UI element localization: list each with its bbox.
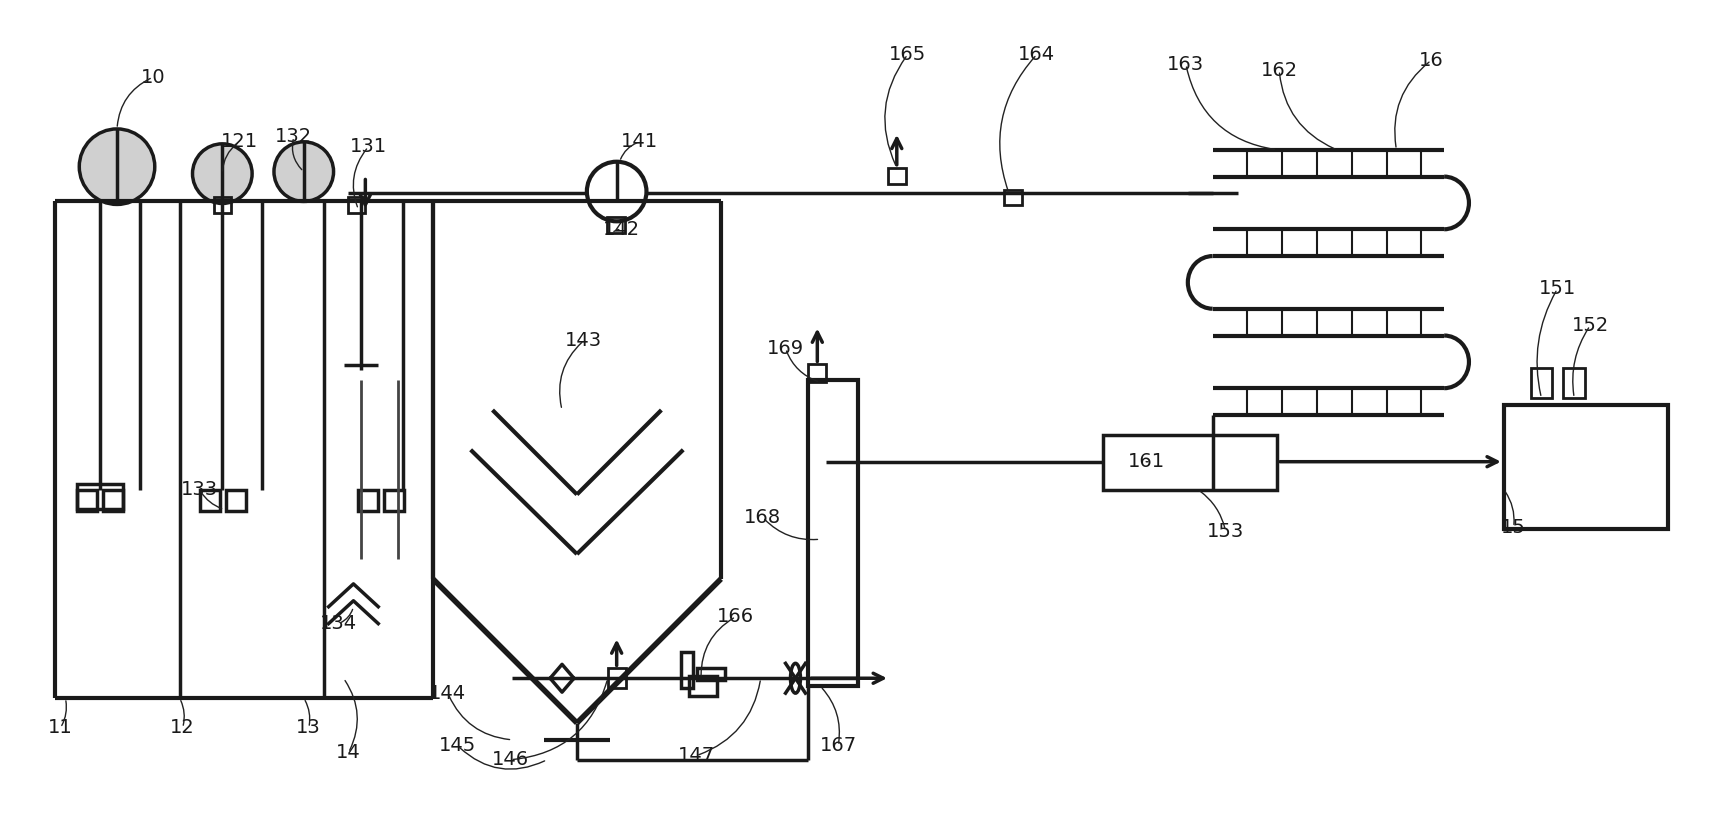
Bar bbox=[697, 668, 725, 681]
Bar bbox=[689, 676, 716, 696]
Bar bbox=[215, 198, 232, 214]
Bar bbox=[607, 668, 625, 688]
Bar bbox=[1503, 405, 1666, 530]
Text: 13: 13 bbox=[296, 718, 322, 737]
Bar bbox=[607, 218, 625, 234]
Bar bbox=[104, 490, 123, 511]
Text: 10: 10 bbox=[140, 68, 164, 87]
Text: 169: 169 bbox=[766, 339, 804, 358]
Bar bbox=[78, 484, 123, 510]
Text: 161: 161 bbox=[1126, 452, 1164, 471]
Text: 145: 145 bbox=[439, 736, 476, 756]
Text: 11: 11 bbox=[48, 718, 73, 737]
Bar bbox=[358, 490, 379, 511]
Bar bbox=[1562, 369, 1585, 398]
Text: 131: 131 bbox=[349, 138, 388, 156]
Bar bbox=[682, 652, 692, 688]
Bar bbox=[1003, 189, 1021, 205]
Text: 166: 166 bbox=[716, 607, 754, 626]
Text: 164: 164 bbox=[1017, 45, 1055, 64]
Text: 144: 144 bbox=[429, 684, 465, 703]
Circle shape bbox=[80, 129, 154, 204]
Text: 141: 141 bbox=[621, 133, 657, 151]
Text: 167: 167 bbox=[818, 736, 856, 756]
Text: 12: 12 bbox=[170, 718, 195, 737]
Bar bbox=[384, 490, 403, 511]
Text: 168: 168 bbox=[744, 508, 780, 527]
Bar bbox=[1529, 369, 1552, 398]
Text: 16: 16 bbox=[1419, 51, 1443, 70]
Text: 14: 14 bbox=[336, 743, 360, 762]
Bar bbox=[808, 380, 858, 686]
Bar bbox=[887, 168, 905, 183]
Bar bbox=[348, 198, 365, 214]
Text: 133: 133 bbox=[182, 480, 218, 499]
Text: 162: 162 bbox=[1259, 61, 1298, 80]
Text: 147: 147 bbox=[676, 746, 714, 766]
Circle shape bbox=[273, 142, 334, 202]
Text: 132: 132 bbox=[275, 128, 311, 147]
Text: 151: 151 bbox=[1538, 279, 1574, 299]
Text: 163: 163 bbox=[1166, 55, 1204, 74]
Text: 15: 15 bbox=[1500, 518, 1526, 537]
Bar bbox=[227, 490, 246, 511]
Circle shape bbox=[586, 162, 645, 221]
Text: 146: 146 bbox=[491, 751, 529, 769]
Text: 121: 121 bbox=[220, 133, 258, 151]
Text: 142: 142 bbox=[602, 219, 640, 239]
Bar bbox=[1102, 435, 1277, 490]
Circle shape bbox=[192, 143, 253, 203]
Text: 143: 143 bbox=[566, 331, 602, 350]
Bar bbox=[78, 490, 97, 511]
Text: 134: 134 bbox=[320, 614, 356, 633]
Text: 152: 152 bbox=[1571, 316, 1607, 335]
Bar bbox=[808, 364, 825, 382]
Text: 153: 153 bbox=[1206, 522, 1244, 540]
Bar bbox=[201, 490, 220, 511]
Text: 165: 165 bbox=[889, 45, 926, 64]
